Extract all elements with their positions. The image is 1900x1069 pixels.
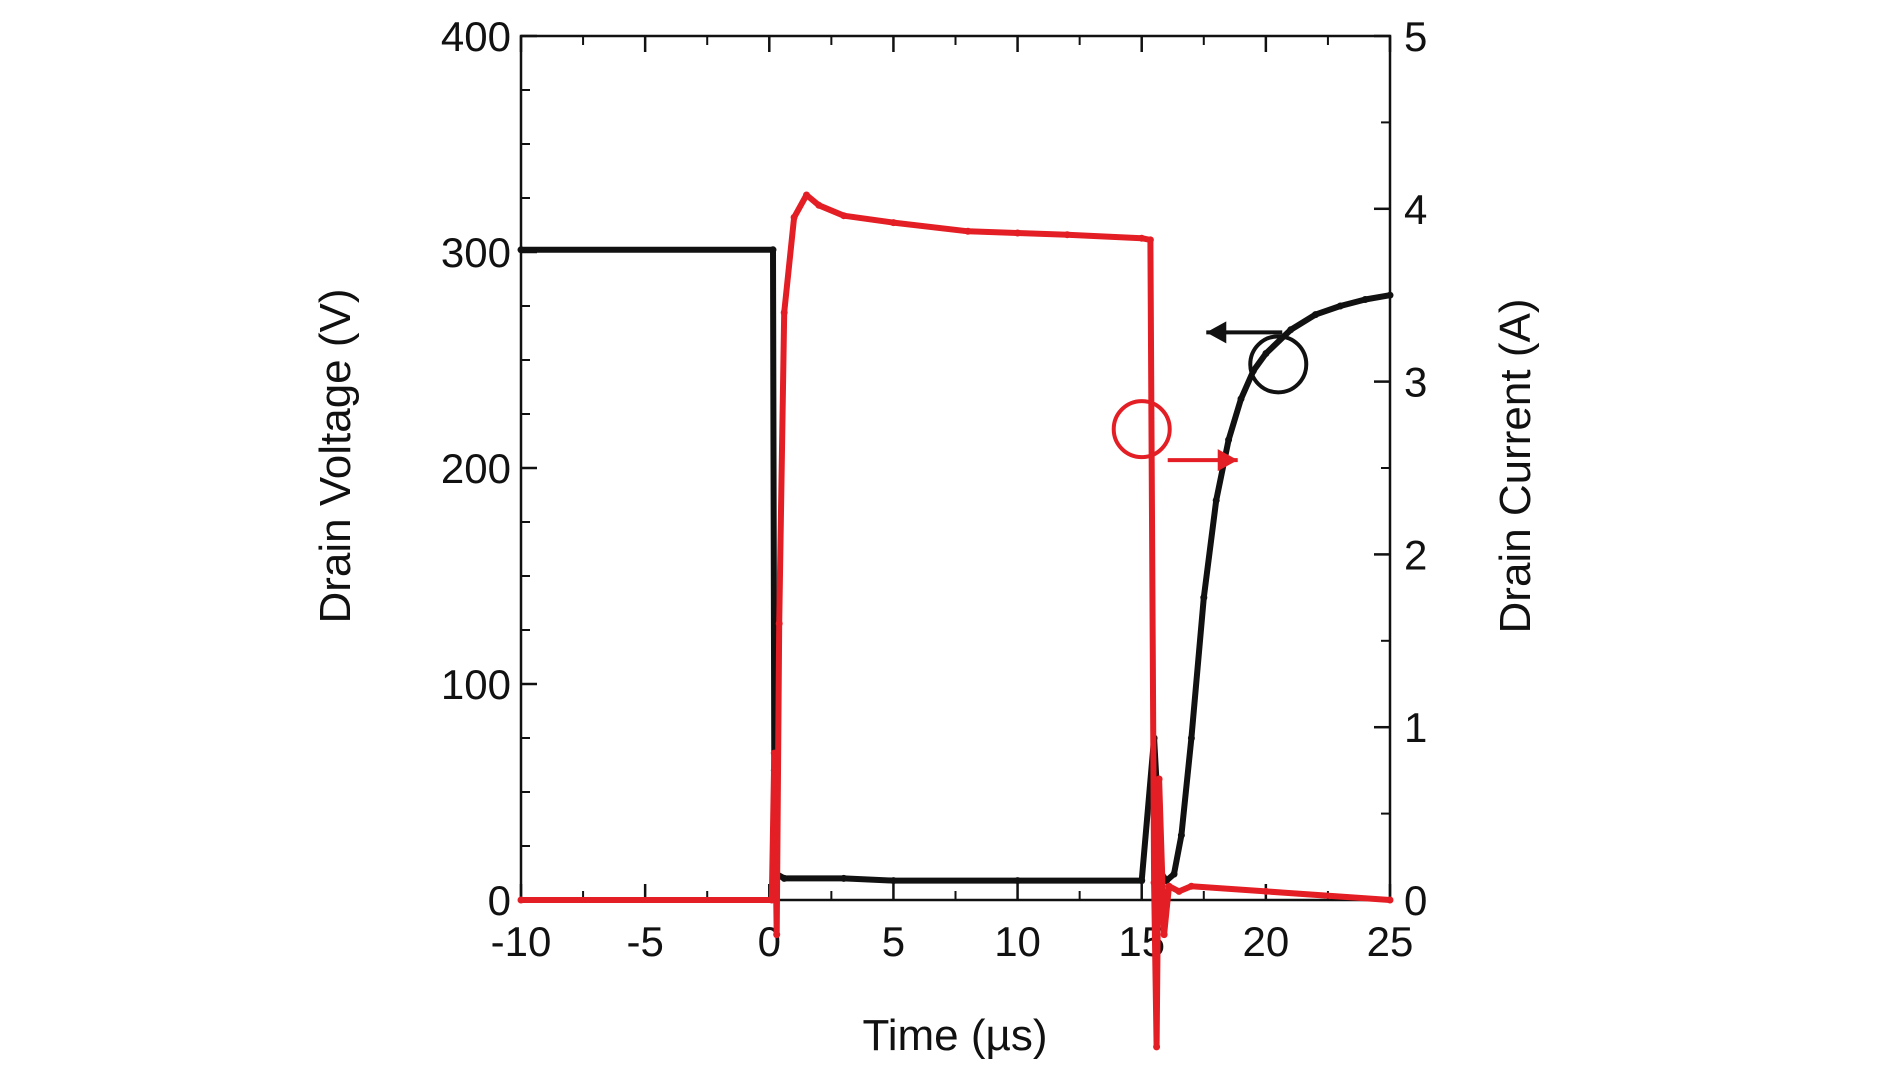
drain-voltage-point — [1262, 350, 1270, 357]
y-right-tick-label: 1 — [1404, 704, 1427, 751]
y-left-tick-label: 0 — [488, 877, 511, 924]
x-tick-label: 5 — [882, 918, 905, 965]
drain-current-point — [1153, 1043, 1161, 1051]
drain-voltage-point — [780, 874, 788, 882]
drain-voltage-point — [1386, 291, 1394, 299]
x-axis-title: Time (µs) — [862, 1011, 1047, 1060]
x-tick-label: -10 — [491, 918, 552, 965]
y-right-tick-label: 5 — [1404, 13, 1427, 60]
drain-current-point — [770, 749, 778, 757]
drain-voltage-point — [1138, 877, 1146, 885]
drain-current-point — [768, 896, 776, 904]
y-left-tick-label: 400 — [441, 13, 511, 60]
drain-voltage-point — [889, 877, 897, 885]
drain-voltage-point — [1336, 302, 1344, 310]
drain-current-point — [775, 620, 783, 627]
drain-voltage-point — [1237, 395, 1245, 403]
drain-voltage-point — [1014, 877, 1022, 885]
y-right-tick-label: 3 — [1404, 359, 1427, 406]
x-tick-label: 10 — [994, 918, 1041, 965]
plot-frame — [519, 34, 1392, 902]
drain-current-point — [1175, 887, 1183, 895]
drain-current-point — [1146, 236, 1154, 244]
drain-voltage-point — [1187, 734, 1195, 742]
drain-current-point — [1262, 887, 1270, 895]
y-right-axis-title: Drain Current (A) — [1491, 299, 1540, 634]
x-tick-label: 25 — [1367, 918, 1414, 965]
drain-voltage-point — [769, 246, 777, 254]
y-right-tick-label: 0 — [1404, 877, 1427, 924]
drain-current-point — [517, 896, 525, 904]
drain-current-point — [1155, 775, 1163, 783]
drain-current-point — [1160, 931, 1168, 939]
drain-current-point — [773, 931, 781, 939]
x-tick-label: 20 — [1242, 918, 1289, 965]
x-tick-label: -5 — [626, 918, 663, 965]
drain-voltage-point — [1170, 870, 1178, 878]
drain-voltage-point — [1287, 326, 1295, 334]
y-left-tick-label: 200 — [441, 445, 511, 492]
drain-current-point — [889, 219, 897, 227]
drain-voltage-point — [1200, 594, 1208, 602]
drain-voltage-point — [1312, 311, 1319, 319]
drain-voltage-point — [1225, 436, 1233, 444]
y-right-tick-label: 4 — [1404, 186, 1427, 233]
drain-current-point — [840, 212, 848, 220]
drain-current-point — [790, 213, 798, 221]
y-left-tick-label: 300 — [441, 229, 511, 276]
y-right-tick-label: 2 — [1404, 531, 1427, 578]
drain-current-point — [964, 227, 972, 235]
drain-current-point — [1187, 882, 1195, 890]
drain-current-point — [1386, 896, 1394, 904]
drain-current-point — [1063, 231, 1071, 239]
current-axis-indicator-circle — [1111, 399, 1172, 460]
current-axis-arrowhead — [1217, 449, 1238, 472]
drain-voltage-point — [840, 874, 848, 882]
drain-voltage-point — [1212, 496, 1220, 504]
y-left-axis-title: Drain Voltage (V) — [311, 288, 360, 623]
drain-current-point — [1138, 234, 1146, 242]
drain-voltage-point — [1177, 831, 1185, 839]
drain-current-point — [815, 201, 823, 209]
voltage-axis-indicator-circle — [1248, 334, 1309, 395]
drain-current-point — [1150, 879, 1158, 887]
y-left-tick-label: 100 — [441, 661, 511, 708]
drain-voltage-point — [517, 246, 525, 254]
drain-voltage-point — [1361, 296, 1369, 303]
drain-current-point — [780, 309, 788, 316]
drain-current-point — [803, 191, 810, 199]
voltage-axis-arrowhead — [1206, 321, 1227, 344]
drain-current-point — [1014, 229, 1022, 237]
drain-current-point — [1165, 882, 1173, 890]
